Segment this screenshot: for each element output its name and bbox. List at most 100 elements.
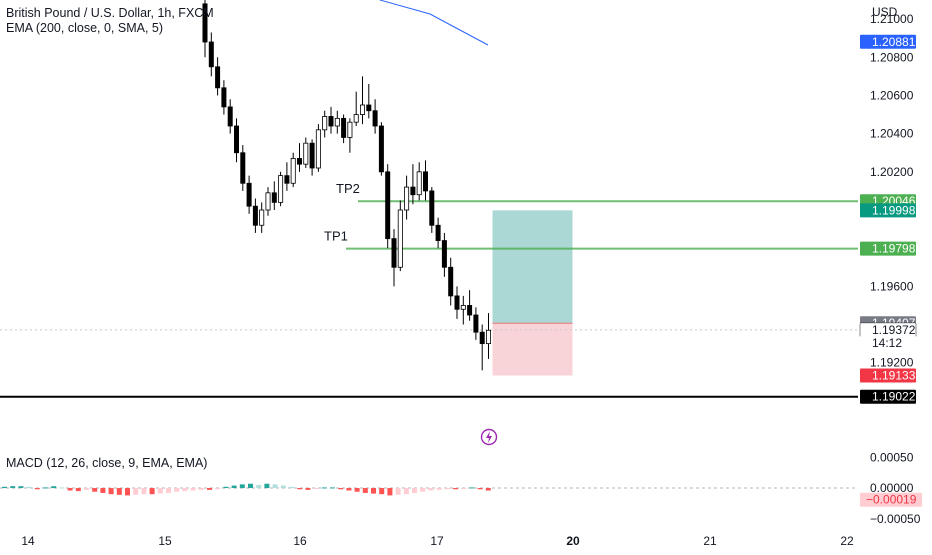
- time-tick-label: 20: [566, 534, 580, 548]
- candle: [341, 117, 347, 138]
- candle: [397, 209, 403, 268]
- price-label-support: [860, 389, 916, 404]
- price-tick-label: 1.20800: [870, 50, 914, 64]
- macd-histogram-bar: [43, 487, 48, 489]
- candle: [315, 129, 321, 169]
- candle: [278, 175, 284, 203]
- time-tick-label: 21: [703, 534, 717, 548]
- candle: [202, 3, 208, 43]
- price-tick-label: 1.19600: [870, 279, 914, 293]
- candle: [429, 190, 435, 226]
- candle: [460, 305, 466, 310]
- price-label-stop: [860, 368, 916, 383]
- price-label-last-text: 1.19372: [872, 323, 916, 337]
- ema-line: [379, 0, 489, 46]
- tp-label-tp2: TP2: [336, 181, 360, 196]
- macd-histogram-bar: [330, 487, 335, 489]
- macd-histogram-bar: [34, 488, 40, 490]
- macd-histogram-bar: [469, 487, 475, 489]
- price-label-target: [860, 203, 916, 218]
- candle: [296, 158, 302, 165]
- macd-histogram-bar: [420, 488, 426, 492]
- price-tick-label: 1.20600: [870, 88, 914, 102]
- candle: [259, 209, 265, 226]
- candle: [372, 110, 378, 127]
- price-label-countdown: [860, 335, 916, 350]
- macd-indicator-legend[interactable]: MACD (12, 26, close, 9, EMA, EMA): [6, 456, 208, 470]
- candle: [246, 182, 252, 207]
- time-tick-label: 14: [21, 534, 35, 548]
- target-zone: [492, 210, 573, 324]
- macd-histogram-bar: [354, 488, 360, 492]
- candle: [221, 87, 227, 108]
- candle: [284, 175, 290, 184]
- macd-histogram-bar: [67, 488, 73, 491]
- candle: [435, 224, 441, 241]
- price-label-countdown-text: 14:12: [872, 336, 902, 350]
- candle: [290, 158, 296, 184]
- macd-histogram-bar: [371, 488, 376, 494]
- time-tick-label: 22: [840, 534, 854, 548]
- macd-histogram-bar: [338, 488, 344, 490]
- price-tick-label: 1.20400: [870, 127, 914, 141]
- macd-histogram-bar: [174, 488, 180, 492]
- macd-histogram-bar: [477, 488, 483, 490]
- macd-histogram-bar: [256, 484, 262, 489]
- candle: [322, 116, 328, 131]
- time-tick-label: 17: [430, 534, 444, 548]
- candle: [334, 117, 340, 127]
- candle: [473, 314, 479, 333]
- candle: [328, 116, 334, 127]
- macd-histogram-bar: [133, 488, 139, 495]
- candle: [233, 125, 239, 154]
- macd-histogram-bar: [141, 488, 147, 495]
- candle: [391, 238, 397, 268]
- macd-current-label: [860, 492, 922, 507]
- stop-zone: [492, 323, 573, 376]
- ema-indicator-legend[interactable]: EMA (200, close, 0, SMA, 5): [6, 21, 164, 35]
- macd-histogram-bar: [157, 488, 163, 494]
- price-label-ema: [860, 34, 916, 49]
- price-label-target-text: 1.19998: [872, 203, 916, 217]
- candle: [385, 171, 391, 240]
- currency-label: USD: [872, 5, 898, 19]
- candle: [359, 104, 365, 115]
- candle: [467, 305, 473, 316]
- symbol-title[interactable]: British Pound / U.S. Dollar, 1h, FXCM: [6, 6, 214, 20]
- macd-histogram-bar: [248, 483, 253, 489]
- macd-histogram-bar: [125, 488, 130, 496]
- macd-histogram-bar: [444, 488, 450, 490]
- tp-label-tp1: TP1: [324, 229, 348, 244]
- macd-tick-label: 0.00050: [870, 450, 914, 464]
- macd-histogram-bar: [92, 488, 98, 492]
- price-label-tp1-text: 1.19798: [872, 242, 916, 256]
- macd-histogram-bar: [223, 486, 229, 489]
- candle: [303, 142, 309, 165]
- macd-histogram-bar: [198, 488, 204, 490]
- candle: [378, 125, 384, 173]
- time-tick-label: 15: [158, 534, 172, 548]
- candle: [410, 186, 416, 196]
- candle: [404, 186, 410, 211]
- candle: [309, 142, 315, 169]
- macd-histogram-bar: [346, 488, 352, 491]
- macd-histogram-bar: [239, 484, 245, 489]
- macd-histogram-bar: [2, 486, 7, 489]
- candle: [347, 121, 353, 138]
- macd-histogram-bar: [436, 488, 442, 490]
- macd-histogram-bar: [461, 488, 467, 490]
- macd-histogram-bar: [108, 488, 114, 495]
- candle: [265, 192, 271, 211]
- candle: [208, 41, 214, 68]
- macd-histogram-bar: [166, 488, 171, 493]
- macd-histogram-bar: [75, 488, 81, 492]
- price-tick-label: 1.21000: [870, 12, 914, 26]
- macd-histogram-bar: [51, 486, 57, 489]
- price-label-support-text: 1.19022: [872, 390, 916, 404]
- time-tick-label: 16: [293, 534, 307, 548]
- macd-histogram-bar: [59, 487, 65, 489]
- candle: [227, 106, 233, 127]
